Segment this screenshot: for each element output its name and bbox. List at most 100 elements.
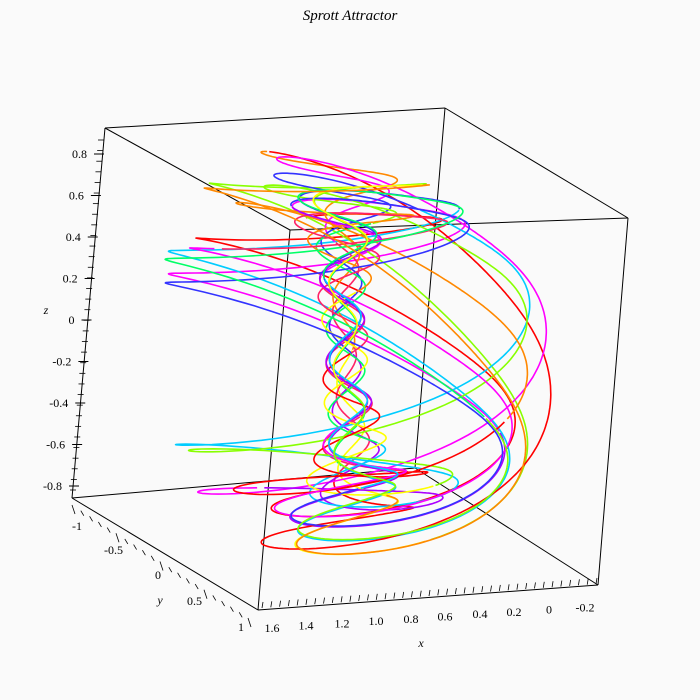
y-tick-mark [89, 516, 93, 522]
z-tick-label: 0.8 [72, 147, 87, 161]
x-tick-mark [551, 581, 554, 588]
y-tick-mark [150, 555, 155, 562]
trajectory-segment [208, 182, 529, 541]
x-tick-mark [560, 580, 563, 587]
chart-title: Sprott Attractor [303, 8, 398, 24]
trajectory-segment [312, 184, 423, 384]
z-tick-label: -0.8 [43, 479, 62, 493]
x-tick-mark [340, 596, 343, 603]
x-tick-label: -0.2 [576, 600, 595, 614]
y-tick-mark [194, 583, 199, 590]
y-tick-mark [159, 561, 164, 571]
box-front-edges [71, 217, 629, 611]
y-tick-label: 0 [155, 568, 161, 582]
trajectory-segment [167, 209, 511, 542]
x-tick-mark [490, 585, 492, 592]
attractor-trajectory [164, 150, 552, 556]
x-tick-label: 0.8 [404, 612, 419, 626]
x-tick-mark [463, 587, 466, 594]
box-edge [414, 467, 599, 586]
x-tick-mark [578, 579, 580, 586]
box-edge [444, 107, 629, 219]
x-tick-label: 0.6 [438, 610, 453, 624]
trajectory-segment [164, 189, 485, 418]
x-tick-mark [411, 591, 413, 598]
x-tick-mark [367, 594, 369, 601]
x-tick-mark [595, 577, 598, 585]
y-tick-mark [247, 617, 252, 628]
y-tick-mark [177, 572, 181, 579]
x-tick-label: 1.6 [265, 621, 280, 635]
x-tick-mark [305, 598, 308, 605]
trajectory-segment [221, 212, 449, 354]
trajectory-segment [235, 201, 529, 420]
y-tick-mark [168, 566, 173, 573]
trajectory-segment [203, 184, 527, 556]
box-edge [71, 127, 106, 499]
y-tick-label: 1 [238, 620, 244, 634]
z-tick-label: 0.4 [66, 230, 81, 244]
y-tick-mark [115, 533, 120, 543]
x-tick-mark [358, 594, 361, 602]
x-tick-label: 0 [546, 603, 552, 617]
x-tick-mark [402, 591, 405, 598]
x-tick-mark [261, 601, 264, 609]
x-tick-mark [279, 600, 281, 607]
z-tick-label: -0.4 [49, 396, 68, 410]
trajectory-segment [232, 353, 505, 496]
x-tick-mark [419, 590, 422, 597]
box-edge [71, 497, 259, 611]
y-tick-mark [106, 527, 111, 533]
z-tick-label: 0.6 [69, 189, 84, 203]
z-tick-label: 0.2 [63, 272, 78, 286]
box-edge [257, 229, 291, 611]
y-tick-mark [80, 510, 85, 516]
x-tick-label: 1.4 [299, 619, 314, 633]
x-tick-mark [534, 582, 536, 589]
box-edge [597, 217, 629, 586]
y-tick-mark [203, 589, 208, 599]
x-tick-mark [446, 588, 448, 595]
x-tick-label: 0.2 [507, 605, 522, 619]
y-tick-mark [142, 549, 146, 556]
box-edge [104, 107, 446, 129]
x-tick-mark [314, 598, 317, 605]
trajectory-segment [164, 197, 504, 527]
x-tick-mark [287, 600, 290, 607]
x-tick-mark [498, 584, 501, 592]
y-tick-label: 0.5 [187, 594, 202, 608]
x-tick-mark [323, 597, 325, 604]
trajectory-segment [297, 383, 509, 541]
z-axis-label: z [43, 303, 49, 317]
box-edge [104, 127, 291, 231]
y-tick-mark [71, 504, 76, 515]
x-tick-mark [428, 589, 431, 597]
x-tick-mark [349, 595, 352, 602]
y-tick-label: -1 [72, 519, 82, 533]
axis-ticks: 0.8 0.6 0.4 0.2 0 -0.2 -0.4 -0.6 -0.8 -1 -0.5 0 0.5 1… [43, 139, 598, 635]
x-tick-mark [270, 601, 273, 608]
x-tick-mark [331, 596, 334, 604]
x-tick-label: 1.0 [369, 614, 384, 628]
x-tick-mark [472, 586, 475, 593]
y-tick-mark [124, 538, 129, 545]
z-tick-label: -0.6 [46, 438, 65, 452]
x-tick-mark [454, 588, 457, 595]
y-tick-mark [212, 595, 217, 601]
x-tick-mark [393, 592, 396, 599]
x-tick-label: 0.4 [473, 607, 488, 621]
x-tick-mark [542, 581, 545, 588]
trajectory-segment [324, 279, 399, 489]
box-edge [289, 217, 629, 231]
x-tick-mark [384, 593, 387, 600]
x-tick-mark [516, 583, 519, 590]
x-tick-mark [296, 599, 299, 606]
y-tick-mark [221, 600, 225, 607]
z-tick-label: 0 [69, 313, 75, 327]
y-axis-label: y [156, 593, 163, 607]
x-tick-mark [481, 586, 484, 593]
x-tick-mark [586, 578, 589, 585]
box-back-edges [71, 107, 629, 611]
box-edge [257, 584, 599, 611]
